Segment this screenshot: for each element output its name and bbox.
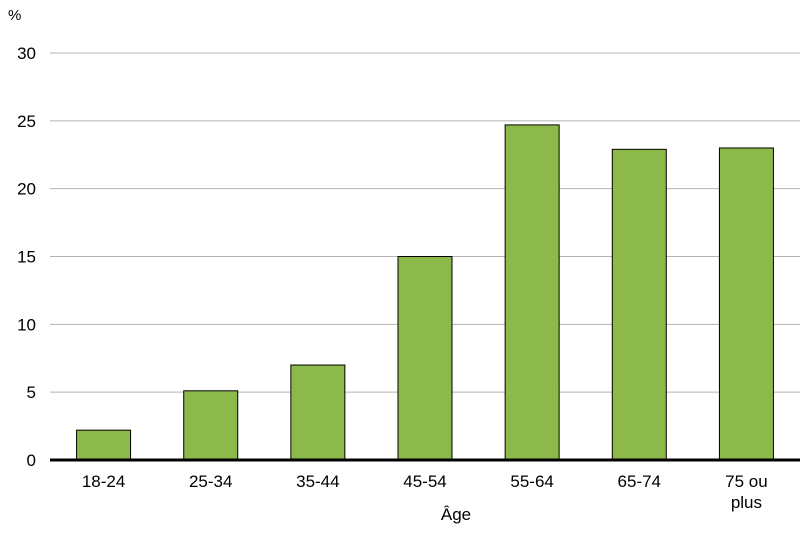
x-category-label: 75 ou plus — [725, 472, 768, 512]
x-category-label: 18-24 — [82, 472, 125, 491]
y-tick-label: 10 — [17, 315, 36, 334]
y-tick-label: 30 — [17, 44, 36, 63]
y-tick-label: 20 — [17, 180, 36, 199]
bars — [76, 124, 774, 461]
x-category-label: 25-34 — [189, 472, 232, 491]
y-tick-label: 15 — [17, 248, 36, 267]
bar — [504, 124, 560, 461]
x-category-label: 45-54 — [403, 472, 446, 491]
x-axis-title: Âge — [441, 505, 471, 524]
y-tick-label: 5 — [27, 383, 36, 402]
y-axis-unit-label: % — [8, 7, 21, 24]
bar — [76, 429, 132, 461]
x-category-label: 65-74 — [618, 472, 661, 491]
x-category-label: 55-64 — [510, 472, 553, 491]
x-category-label: 35-44 — [296, 472, 339, 491]
bar — [611, 148, 667, 461]
y-tick-labels: 0 5 10 15 20 25 30 — [17, 44, 36, 470]
x-category-labels: 18-24 25-34 35-44 45-54 55-64 65-74 75 ou plus — [82, 472, 768, 512]
y-tick-label: 0 — [27, 451, 36, 470]
bar — [290, 364, 346, 461]
bar — [183, 390, 239, 461]
y-tick-label: 25 — [17, 112, 36, 131]
bar — [397, 256, 453, 461]
bar — [718, 147, 774, 461]
